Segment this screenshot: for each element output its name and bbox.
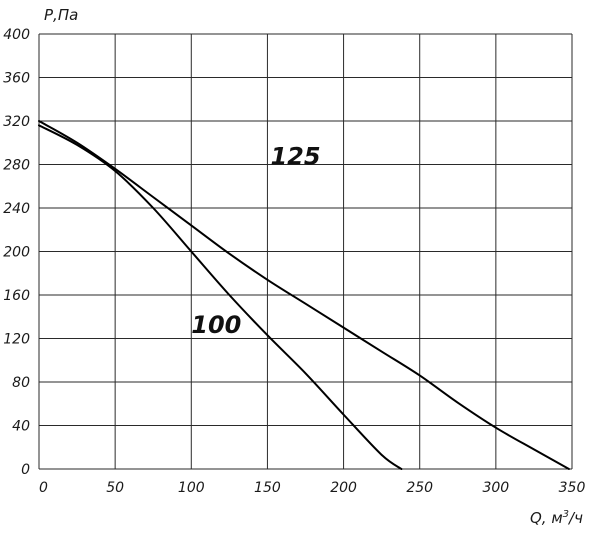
x-tick-label-250: 250 bbox=[406, 480, 433, 496]
y-tick-label-280: 280 bbox=[3, 158, 30, 174]
x-tick-label-0: 0 bbox=[39, 480, 48, 496]
y-tick-label-40: 40 bbox=[12, 419, 30, 435]
y-tick-label-0: 0 bbox=[21, 462, 30, 478]
curve-125 bbox=[38, 120, 570, 470]
y-tick-label-320: 320 bbox=[3, 114, 30, 130]
x-axis-title-main: Q, м bbox=[530, 509, 563, 527]
x-axis-title-unit: /ч bbox=[567, 509, 583, 527]
y-tick-labels: 0 40 80 120 160 200 240 280 320 360 400 bbox=[3, 27, 30, 478]
y-tick-label-360: 360 bbox=[3, 71, 30, 87]
x-tick-label-100: 100 bbox=[178, 480, 205, 496]
y-tick-label-240: 240 bbox=[3, 201, 30, 217]
x-tick-label-50: 50 bbox=[106, 480, 124, 496]
curves bbox=[38, 120, 570, 470]
y-tick-label-200: 200 bbox=[3, 245, 30, 261]
y-tick-label-160: 160 bbox=[3, 288, 30, 304]
x-axis-title: Q, м3/ч bbox=[530, 509, 583, 527]
x-tick-label-200: 200 bbox=[330, 480, 357, 496]
y-axis-title: Р,Па bbox=[44, 6, 78, 24]
x-tick-labels: 0 50 100 150 200 250 300 350 bbox=[39, 480, 585, 496]
curve-100 bbox=[38, 124, 403, 470]
series-label-100: 100 bbox=[191, 311, 241, 339]
series-label-125: 125 bbox=[270, 143, 320, 171]
y-tick-label-400: 400 bbox=[3, 27, 30, 43]
y-tick-label-80: 80 bbox=[12, 375, 30, 391]
grid bbox=[38, 33, 573, 470]
x-tick-label-350: 350 bbox=[559, 480, 586, 496]
y-tick-label-120: 120 bbox=[3, 332, 30, 348]
series-labels: 100 125 bbox=[191, 143, 320, 340]
x-tick-label-150: 150 bbox=[254, 480, 281, 496]
x-axis-title-superscript: 3 bbox=[563, 509, 569, 520]
x-tick-label-300: 300 bbox=[482, 480, 509, 496]
